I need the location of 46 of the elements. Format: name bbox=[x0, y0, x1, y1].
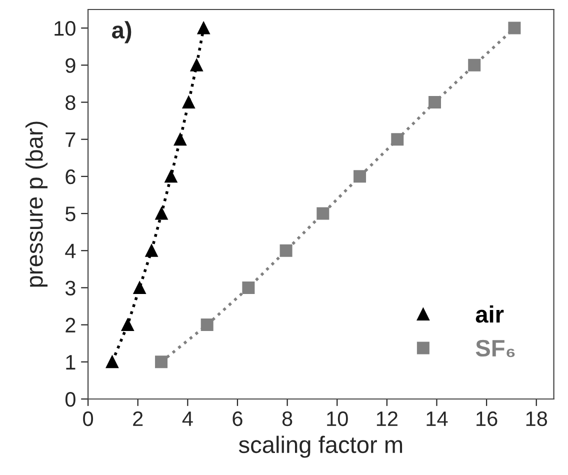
point bbox=[242, 281, 255, 294]
y-tick-label: 6 bbox=[66, 169, 76, 184]
point bbox=[133, 281, 146, 294]
x-tick-label: 2 bbox=[133, 411, 143, 426]
point bbox=[174, 133, 186, 146]
y-tick-label: 0 bbox=[65, 392, 76, 407]
point bbox=[468, 58, 481, 72]
point bbox=[354, 170, 366, 183]
point bbox=[280, 244, 292, 257]
point bbox=[155, 356, 168, 368]
y-tick-label: 7 bbox=[66, 132, 76, 147]
y-tick-label: 8 bbox=[66, 95, 76, 110]
x-tick-label: 16 bbox=[476, 411, 498, 426]
point bbox=[200, 318, 214, 332]
x-axis-title: scaling factor m bbox=[238, 436, 402, 458]
x-tick-label: 18 bbox=[526, 411, 548, 426]
x-tick-label: 12 bbox=[376, 411, 398, 426]
x-tick-label: 4 bbox=[182, 412, 193, 426]
point bbox=[508, 22, 521, 34]
point bbox=[145, 244, 158, 257]
legend-label: air bbox=[476, 305, 504, 323]
x-tick-label: 8 bbox=[282, 411, 292, 426]
legend-label: SF₆ bbox=[476, 340, 515, 358]
y-tick-label: 10 bbox=[54, 21, 76, 36]
x-tick-label: 0 bbox=[83, 411, 94, 426]
point bbox=[197, 22, 210, 34]
y-tick-label: 1 bbox=[66, 355, 76, 370]
y-tick-label: 4 bbox=[65, 244, 76, 258]
x-tick-label: 10 bbox=[327, 411, 348, 426]
point bbox=[164, 170, 178, 183]
point bbox=[428, 96, 441, 108]
x-tick-label: 14 bbox=[426, 412, 448, 426]
y-tick-label: 5 bbox=[65, 206, 76, 222]
point bbox=[391, 133, 404, 146]
point bbox=[316, 207, 330, 220]
point bbox=[106, 356, 118, 368]
y-tick-label: 2 bbox=[66, 318, 76, 332]
annotation: a) bbox=[112, 21, 132, 44]
point bbox=[121, 318, 134, 332]
point bbox=[190, 58, 203, 72]
y-axis-title: pressure p (bar) bbox=[26, 122, 48, 287]
x-tick-label: 6 bbox=[232, 411, 242, 426]
point bbox=[155, 207, 168, 220]
point bbox=[182, 96, 195, 108]
y-tick-label: 3 bbox=[65, 280, 76, 296]
y-tick-label: 9 bbox=[66, 58, 76, 73]
